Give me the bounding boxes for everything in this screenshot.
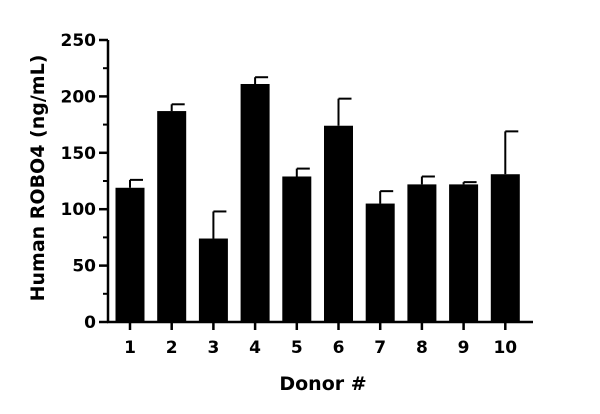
bar [490,174,520,322]
x-tick-label: 6 [333,338,345,358]
error-bars [129,76,519,239]
x-tick-label: 2 [166,338,178,358]
bar [198,238,228,322]
bar [365,203,395,322]
y-tick-label: 50 [72,257,96,277]
x-tick-label: 8 [416,338,428,358]
x-tick-label: 10 [493,338,517,358]
y-tick-label: 100 [61,200,97,220]
bar [407,184,437,322]
y-tick-label: 0 [84,313,96,333]
x-axis: 1 2 3 4 5 6 7 8 9 10 [107,320,533,358]
bar [449,184,479,322]
bars [115,83,520,323]
bar [240,83,270,322]
x-tick-label: 3 [207,338,219,358]
bar [324,125,353,322]
y-tick-label: 250 [61,31,97,51]
y-axis-title: Human ROBO4 (ng/mL) [27,55,49,302]
x-tick-label: 1 [124,338,136,358]
x-tick-label: 7 [374,338,386,358]
y-tick-label: 200 [61,87,97,107]
x-tick-label: 5 [291,338,303,358]
x-axis-title: Donor # [279,373,366,395]
bar [157,111,187,323]
bar [115,187,145,322]
y-tick-label: 150 [61,144,97,164]
x-tick-label: 4 [249,338,261,358]
x-tick-label: 9 [458,338,470,358]
bar [282,176,312,322]
y-axis: 0 50 100 150 200 250 [61,31,110,333]
